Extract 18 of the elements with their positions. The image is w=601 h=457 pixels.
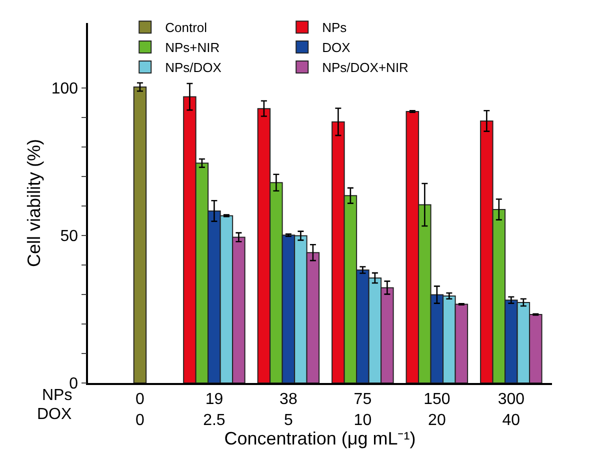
x-axis-title: Concentration (μg mL⁻¹) xyxy=(224,428,416,449)
legend-label: NPs xyxy=(322,20,348,36)
x-tick-label: 38 5 xyxy=(280,390,298,429)
bar xyxy=(133,86,147,383)
x-tick-label: 75 10 xyxy=(354,390,372,429)
y-tick-label: 100 xyxy=(51,80,78,98)
y-tick-label: 50 xyxy=(60,228,78,246)
legend-label: DOX xyxy=(322,40,351,56)
x-tick-label: 150 20 xyxy=(424,390,450,429)
text: DOX xyxy=(37,406,72,423)
x-tick-label: 0 0 xyxy=(136,390,145,429)
x-tick-label: 19 2.5 xyxy=(203,390,226,429)
legend-label: Control xyxy=(165,20,208,36)
legend-label: NPs/DOX xyxy=(165,60,222,76)
legend-label: NPs+NIR xyxy=(165,40,220,56)
legend-label: NPs/DOX+NIR xyxy=(322,60,408,76)
y-axis-title: Cell viability (%) xyxy=(24,138,44,268)
x-tick-label: 300 40 xyxy=(498,390,525,429)
